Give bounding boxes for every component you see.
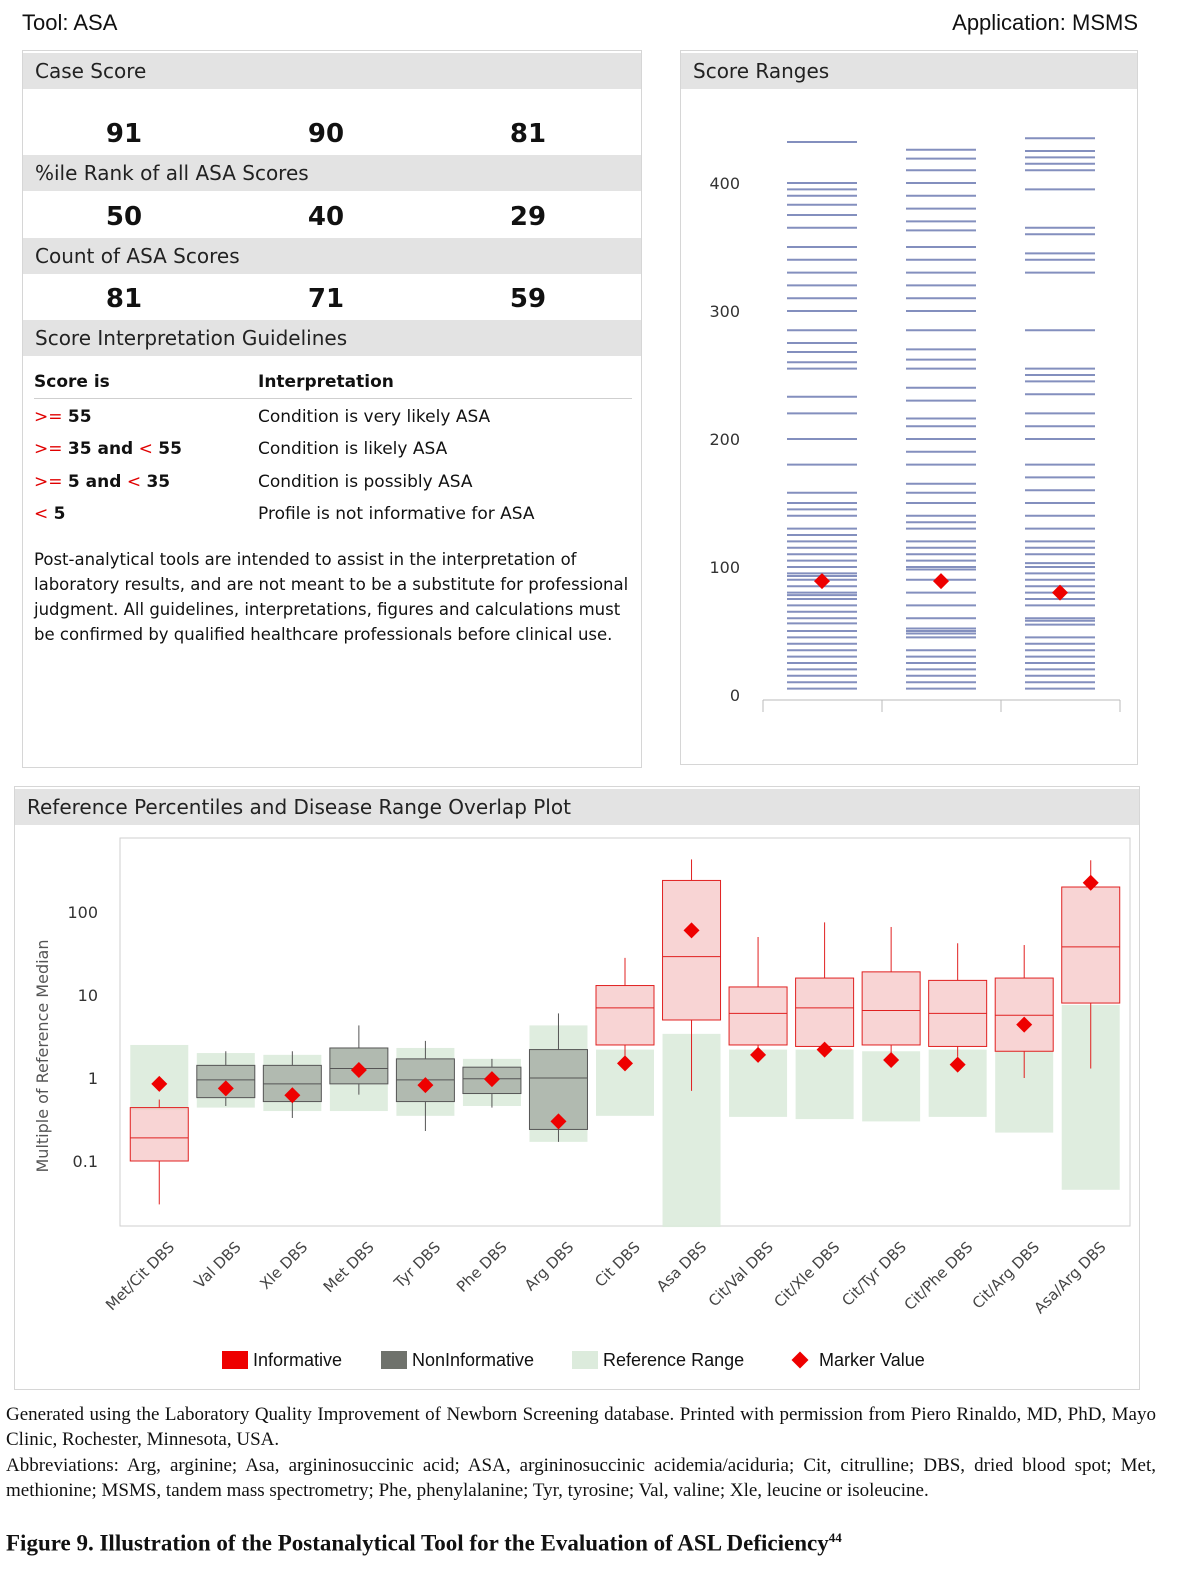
figure-title: Figure 9. Illustration of the Postanalyt… xyxy=(6,1530,842,1556)
legend-informative-swatch xyxy=(222,1351,248,1369)
category-label-11: Cit/Xle DBS xyxy=(771,1238,844,1311)
reference-range-11 xyxy=(795,1049,854,1120)
marker-7 xyxy=(550,1113,567,1130)
marker-10 xyxy=(750,1046,767,1063)
score-y-tick-2: 200 xyxy=(709,430,740,449)
legend-reference-swatch xyxy=(572,1351,598,1369)
percentile-header: %ile Rank of all ASA Scores xyxy=(23,155,641,191)
category-label-6: Phe DBS xyxy=(453,1238,511,1296)
marker-11 xyxy=(816,1041,833,1058)
case-score-3: 81 xyxy=(509,119,547,149)
percentile-row: 50 40 29 xyxy=(23,198,641,238)
marker-4 xyxy=(350,1061,367,1078)
category-label-15: Asa/Arg DBS xyxy=(1030,1238,1109,1317)
case-score-2: 90 xyxy=(307,119,345,149)
case-score-panel: Case Score 91 90 81 %ile Rank of all ASA… xyxy=(22,50,642,768)
score-marker-2 xyxy=(933,573,949,590)
marker-2 xyxy=(217,1080,234,1097)
tool-label: Tool: ASA xyxy=(22,10,118,35)
category-label-2: Val DBS xyxy=(191,1238,245,1292)
legend-noninformative: NonInformative xyxy=(381,1350,534,1371)
guidelines-col-interp: Interpretation xyxy=(258,372,394,392)
guideline-interp-1: Condition is very likely ASA xyxy=(258,407,491,427)
marker-14 xyxy=(1016,1016,1033,1033)
box-15 xyxy=(1061,886,1121,1004)
score-marker-3 xyxy=(1052,584,1068,601)
category-label-3: Xle DBS xyxy=(256,1238,311,1293)
marker-12 xyxy=(883,1051,900,1068)
marker-5 xyxy=(417,1077,434,1094)
marker-3 xyxy=(284,1087,301,1104)
overlap-plot-header: Reference Percentiles and Disease Range … xyxy=(15,789,1139,825)
caption-abbreviations: Abbreviations: Arg, arginine; Asa, argin… xyxy=(6,1455,1156,1501)
guidelines-divider xyxy=(34,398,632,399)
guideline-score-2: >= 35 and < 55 xyxy=(34,439,182,459)
marker-9 xyxy=(683,922,700,939)
box-8 xyxy=(595,985,655,1046)
percentile-2: 40 xyxy=(307,202,345,232)
box-1 xyxy=(129,1107,189,1162)
guideline-interp-2: Condition is likely ASA xyxy=(258,439,448,459)
box-11 xyxy=(795,977,855,1047)
disclaimer-text: Post-analytical tools are intended to as… xyxy=(34,550,629,644)
guideline-score-3: >= 5 and < 35 xyxy=(34,472,171,492)
category-label-9: Asa DBS xyxy=(653,1238,710,1295)
plot-y-tick-3: 100 xyxy=(67,903,98,922)
guidelines-header: Score Interpretation Guidelines xyxy=(23,320,641,356)
application-label: Application: MSMS xyxy=(952,10,1138,35)
overlap-plot-chart: 0.1 1 10 100 Multiple of Reference Median Met… xyxy=(33,837,1131,1317)
category-label-14: Cit/Arg DBS xyxy=(969,1238,1043,1312)
score-ranges-panel: Score Ranges xyxy=(680,50,1138,765)
legend-noninformative-swatch xyxy=(381,1351,407,1369)
legend-informative: Informative xyxy=(222,1350,342,1371)
legend-marker: Marker Value xyxy=(790,1350,925,1371)
score-marker-1 xyxy=(814,573,830,590)
score-ranges-header: Score Ranges xyxy=(681,53,1137,89)
box-10 xyxy=(728,986,788,1046)
case-score-header: Case Score xyxy=(23,53,641,89)
category-label-8: Cit DBS xyxy=(591,1238,644,1291)
category-label-1: Met/Cit DBS xyxy=(102,1238,178,1314)
score-y-tick-0: 0 xyxy=(730,686,740,705)
guideline-interp-3: Condition is possibly ASA xyxy=(258,472,473,492)
score-ranges-chart: 0 100 200 300 400 xyxy=(709,137,1121,712)
marker-15 xyxy=(1082,874,1099,891)
plot-y-tick-0: 0.1 xyxy=(73,1152,98,1171)
box-12 xyxy=(861,971,921,1046)
box-14 xyxy=(994,977,1054,1052)
score-y-tick-4: 400 xyxy=(709,174,740,193)
category-label-12: Cit/Tyr DBS xyxy=(838,1238,910,1310)
plot-y-tick-2: 10 xyxy=(78,986,98,1005)
count-row: 81 71 59 xyxy=(23,280,641,320)
score-y-tick-3: 300 xyxy=(709,302,740,321)
guideline-score-1: >= 55 xyxy=(34,407,92,427)
case-score-row: 91 90 81 xyxy=(23,115,641,155)
category-label-13: Cit/Phe DBS xyxy=(901,1238,977,1314)
category-label-10: Cit/Val DBS xyxy=(705,1238,777,1310)
caption-source: Generated using the Laboratory Quality I… xyxy=(6,1404,1156,1450)
marker-6 xyxy=(483,1071,500,1088)
case-score-1: 91 xyxy=(105,119,143,149)
count-1: 81 xyxy=(105,284,143,314)
marker-13 xyxy=(949,1056,966,1073)
guideline-score-4: < 5 xyxy=(34,504,66,524)
category-label-4: Met DBS xyxy=(320,1238,378,1296)
plot-y-axis-label: Multiple of Reference Median xyxy=(33,940,52,1173)
plot-y-tick-1: 1 xyxy=(88,1069,98,1088)
marker-8 xyxy=(617,1055,633,1072)
guideline-interp-4: Profile is not informative for ASA xyxy=(258,504,535,524)
marker-1 xyxy=(151,1075,168,1092)
count-header: Count of ASA Scores xyxy=(23,238,641,274)
category-label-5: Tyr DBS xyxy=(390,1238,444,1292)
legend-reference: Reference Range xyxy=(572,1350,744,1371)
legend-marker-swatch xyxy=(791,1351,809,1369)
percentile-1: 50 xyxy=(105,202,143,232)
guidelines-col-score: Score is xyxy=(34,372,110,392)
box-9 xyxy=(662,879,722,1021)
count-3: 59 xyxy=(509,284,547,314)
percentile-3: 29 xyxy=(509,202,547,232)
score-y-tick-1: 100 xyxy=(709,558,740,577)
count-2: 71 xyxy=(307,284,345,314)
category-label-7: Arg DBS xyxy=(521,1238,577,1294)
